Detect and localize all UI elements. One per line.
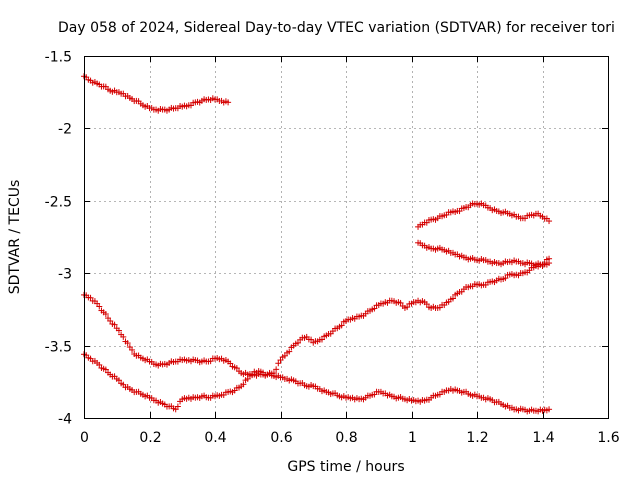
data-point (87, 294, 94, 301)
data-point (115, 327, 122, 334)
data-point (502, 275, 509, 282)
x-tick-label: 1 (408, 430, 417, 446)
data-point (96, 303, 103, 310)
data-point (129, 346, 136, 353)
data-point (286, 348, 293, 355)
grid-layer (84, 56, 608, 418)
series-track-2 (81, 260, 553, 379)
data-point (546, 255, 553, 262)
x-tick-label: 0 (80, 430, 89, 446)
data-point (227, 360, 234, 367)
data-point (338, 322, 345, 329)
data-point (546, 406, 553, 413)
y-tick-label: -1.5 (45, 50, 72, 66)
series-track-1 (81, 73, 232, 114)
data-point (275, 360, 282, 367)
x-tick-label: 1.2 (466, 430, 488, 446)
y-tick-label: -2 (58, 122, 72, 138)
data-point (124, 340, 131, 347)
chart-title: Day 058 of 2024, Sidereal Day-to-day VTE… (58, 20, 615, 36)
x-axis-title: GPS time / hours (287, 459, 404, 475)
series-track-5 (415, 239, 553, 269)
data-point (371, 305, 378, 312)
data-point (120, 333, 127, 340)
data-point (111, 321, 118, 328)
y-axis-title: SDTVAR / TECUs (7, 180, 23, 295)
series-track-4 (415, 200, 553, 230)
data-point (318, 336, 325, 343)
series-track-3 (81, 351, 553, 415)
data-point (294, 339, 301, 346)
x-tick-label: 1.4 (532, 430, 554, 446)
data-point (397, 299, 404, 306)
data-point (115, 377, 122, 384)
x-tick-label: 0.2 (139, 430, 161, 446)
data-point (404, 304, 411, 311)
data-point (546, 218, 553, 225)
data-point (541, 260, 548, 267)
y-tick-label: -4 (58, 412, 72, 428)
data-point (233, 365, 240, 372)
data-point (96, 361, 103, 368)
data-point (423, 301, 430, 308)
y-tick-label: -3 (58, 267, 72, 283)
data-point (449, 295, 456, 302)
data-point (225, 99, 232, 106)
data-point (102, 366, 109, 373)
data-point (174, 403, 181, 410)
x-tick-label: 0.4 (204, 430, 226, 446)
data-point (240, 381, 247, 388)
points-layer (81, 73, 553, 415)
data-point (308, 336, 315, 343)
x-tick-label: 1.6 (597, 430, 619, 446)
y-tick-label: -3.5 (45, 340, 72, 356)
y-tick-label: -2.5 (45, 195, 72, 211)
data-point (102, 311, 109, 318)
x-tick-label: 0.8 (335, 430, 357, 446)
data-point (273, 366, 280, 373)
labels-layer: 0 0.2 0.4 0.6 0.8 1 1.2 1.4 1.6 -4 -3.5 -3 -2.5 -2 -1.… (45, 50, 620, 447)
ticks-layer (84, 56, 609, 419)
x-tick-label: 0.6 (270, 430, 292, 446)
